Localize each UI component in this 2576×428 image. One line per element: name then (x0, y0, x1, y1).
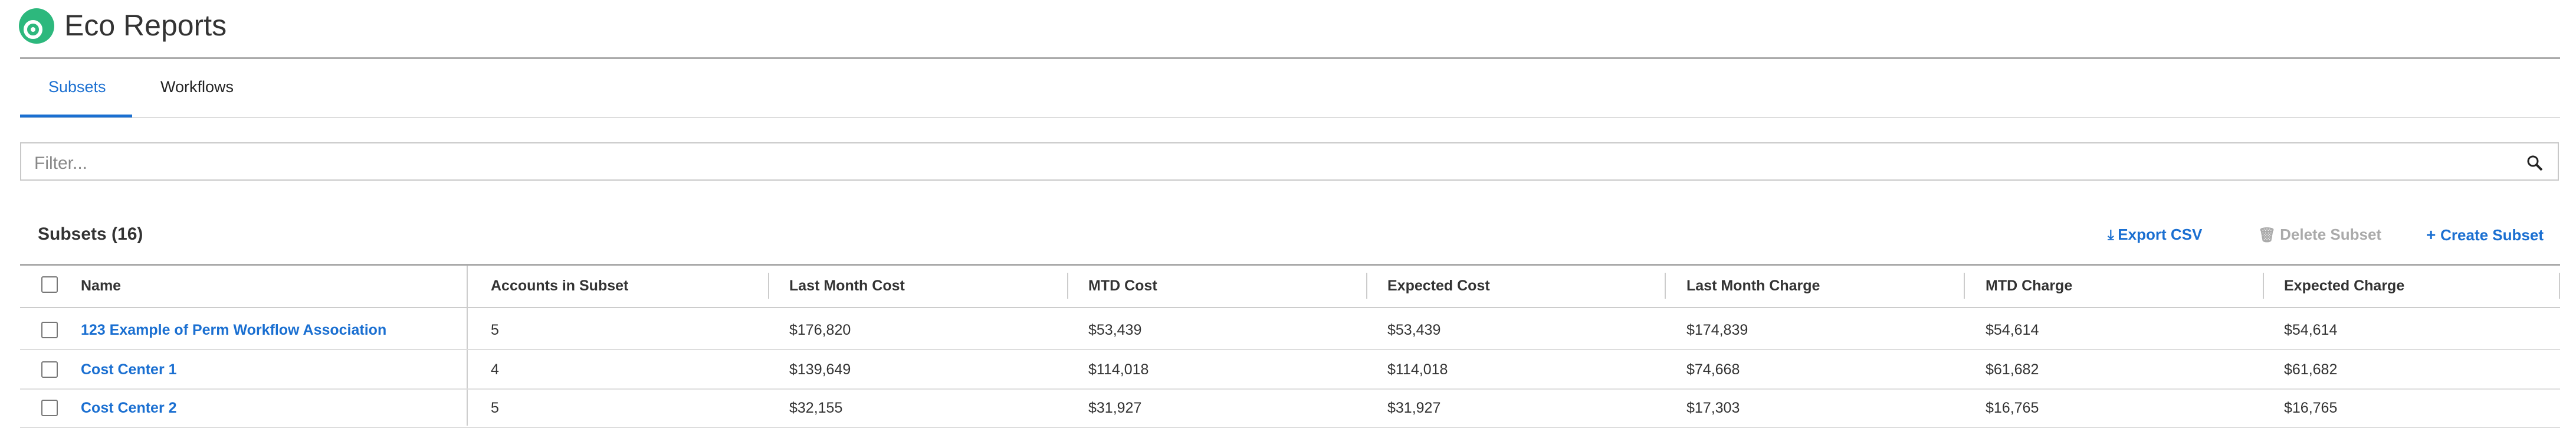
row-divider (20, 349, 2560, 350)
subset-link[interactable]: Cost Center 1 (81, 361, 177, 378)
cell: $32,155 (789, 400, 843, 416)
section-title: Subsets (16) (38, 224, 143, 244)
table-top-border (20, 264, 2560, 266)
cell: $114,018 (1387, 361, 1448, 378)
button-label: Delete Subset (2280, 226, 2382, 243)
cell: $74,668 (1686, 361, 1740, 378)
cell: $176,820 (789, 322, 851, 338)
tabs-divider (20, 117, 2560, 118)
column-divider (1665, 273, 1666, 299)
cell: $17,303 (1686, 400, 1740, 416)
cell: $139,649 (789, 361, 851, 378)
name-column-divider (467, 266, 468, 426)
column-header[interactable]: Name (81, 277, 122, 294)
cell: $114,018 (1088, 361, 1149, 378)
cell: 4 (491, 361, 499, 378)
tab[interactable]: Subsets (48, 78, 106, 96)
column-header[interactable]: Expected Charge (2284, 277, 2405, 294)
select-all-checkbox[interactable] (41, 276, 58, 293)
search-icon[interactable] (2526, 154, 2544, 172)
filter-placeholder: Filter... (34, 153, 88, 173)
cell: $174,839 (1686, 322, 1748, 338)
column-header[interactable]: Accounts in Subset (491, 277, 629, 294)
row-checkbox[interactable] (41, 400, 58, 416)
row-divider (20, 388, 2560, 390)
cell: $16,765 (1986, 400, 2039, 416)
button-label: Create Subset (2440, 226, 2544, 244)
filter-input[interactable]: Filter... (20, 142, 2559, 181)
cell: $16,765 (2284, 400, 2338, 416)
create-button[interactable]: + Create Subset (2426, 226, 2544, 244)
column-header[interactable]: Last Month Charge (1686, 277, 1820, 294)
column-divider (1964, 273, 1965, 299)
cell: $61,682 (1986, 361, 2039, 378)
cell: 5 (491, 322, 499, 338)
column-divider (2263, 273, 2264, 299)
cell: $31,927 (1088, 400, 1142, 416)
cell: 5 (491, 400, 499, 416)
cell: $54,614 (1986, 322, 2039, 338)
cell: $53,439 (1088, 322, 1142, 338)
logo (19, 8, 54, 44)
column-header[interactable]: MTD Cost (1088, 277, 1157, 294)
delete-button[interactable]: 🗑 Delete Subset (2258, 226, 2382, 243)
row-checkbox[interactable] (41, 361, 58, 378)
app-title: Eco Reports (64, 9, 227, 42)
row-checkbox[interactable] (41, 322, 58, 338)
column-divider (1067, 273, 1068, 299)
column-header[interactable]: Last Month Cost (789, 277, 905, 294)
header-divider (20, 57, 2560, 59)
cell: $31,927 (1387, 400, 1441, 416)
subset-link[interactable]: 123 Example of Perm Workflow Association (81, 322, 387, 338)
cell: $61,682 (2284, 361, 2338, 378)
tab[interactable]: Workflows (160, 78, 234, 96)
button-label: Export CSV (2118, 226, 2203, 243)
export-button[interactable]: ⤓ Export CSV (2108, 226, 2203, 243)
cell: $53,439 (1387, 322, 1441, 338)
column-header[interactable]: Expected Cost (1387, 277, 1490, 294)
header-bottom-border (20, 307, 2560, 308)
column-divider (2559, 273, 2560, 299)
cell: $54,614 (2284, 322, 2338, 338)
column-divider (768, 273, 769, 299)
column-header[interactable]: MTD Charge (1986, 277, 2073, 294)
subset-link[interactable]: Cost Center 2 (81, 400, 177, 416)
column-divider (1366, 273, 1367, 299)
active-tab-indicator (20, 115, 132, 117)
